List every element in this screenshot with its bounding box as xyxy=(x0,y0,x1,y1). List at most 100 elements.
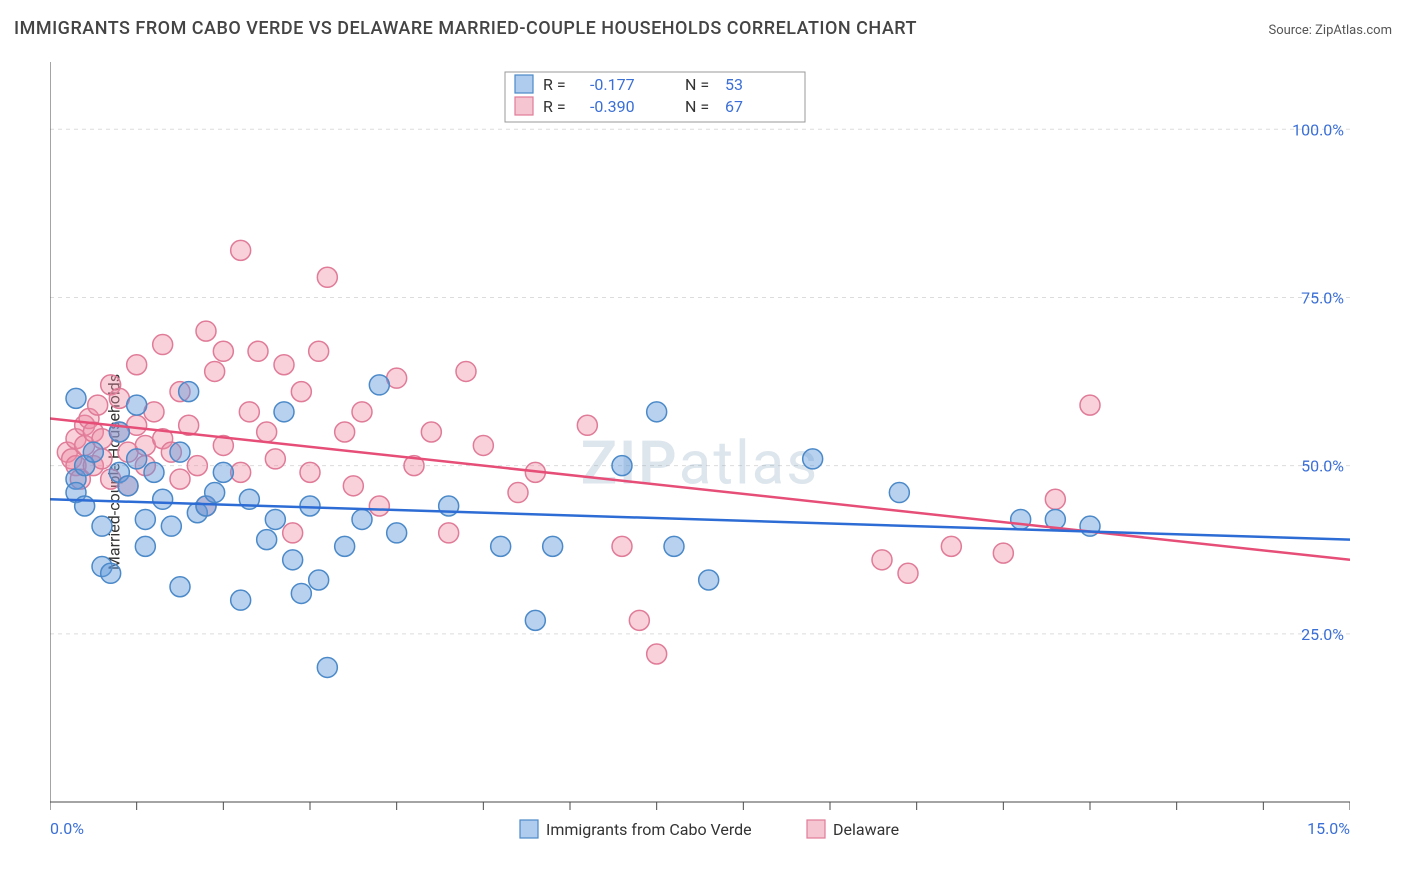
legend-n-value: 53 xyxy=(725,75,743,94)
scatter-point xyxy=(300,462,320,482)
scatter-point xyxy=(118,476,138,496)
scatter-point xyxy=(352,402,372,422)
scatter-point xyxy=(439,523,459,543)
scatter-point xyxy=(170,469,190,489)
legend-bottom-label: Immigrants from Cabo Verde xyxy=(546,820,752,839)
scatter-point xyxy=(335,536,355,556)
scatter-point xyxy=(213,462,233,482)
scatter-point xyxy=(309,570,329,590)
scatter-point xyxy=(205,361,225,381)
scatter-point xyxy=(144,462,164,482)
scatter-point xyxy=(1080,395,1100,415)
scatter-point xyxy=(127,449,147,469)
scatter-point xyxy=(161,516,181,536)
scatter-point xyxy=(889,483,909,503)
scatter-point xyxy=(196,321,216,341)
scatter-point xyxy=(343,476,363,496)
legend-r-label: R = xyxy=(543,97,566,116)
scatter-point xyxy=(309,341,329,361)
legend-bottom-label: Delaware xyxy=(833,820,899,839)
scatter-point xyxy=(1011,509,1031,529)
scatter-point xyxy=(92,516,112,536)
scatter-point xyxy=(231,590,251,610)
chart-container: Married-couple Households 25.0%50.0%75.0… xyxy=(0,52,1406,892)
scatter-point xyxy=(274,355,294,375)
scatter-point xyxy=(205,483,225,503)
plot-area: 25.0%50.0%75.0%100.0%ZIPatlas0.0%15.0%R … xyxy=(50,62,1350,832)
scatter-point xyxy=(153,335,173,355)
scatter-point xyxy=(265,509,285,529)
scatter-point xyxy=(941,536,961,556)
scatter-point xyxy=(1045,489,1065,509)
source-name: ZipAtlas.com xyxy=(1315,23,1392,38)
source-attribution: Source: ZipAtlas.com xyxy=(1268,23,1392,38)
scatter-point xyxy=(387,523,407,543)
legend-n-label: N = xyxy=(685,97,709,116)
legend-swatch xyxy=(515,97,533,115)
legend-swatch xyxy=(515,75,533,93)
y-tick-label: 75.0% xyxy=(1301,288,1344,307)
scatter-point xyxy=(127,355,147,375)
source-label: Source: xyxy=(1268,23,1315,38)
scatter-point xyxy=(993,543,1013,563)
scatter-point xyxy=(543,536,563,556)
legend-n-label: N = xyxy=(685,75,709,94)
scatter-point xyxy=(187,456,207,476)
scatter-point xyxy=(612,536,632,556)
scatter-point xyxy=(699,570,719,590)
scatter-point xyxy=(664,536,684,556)
scatter-point xyxy=(647,402,667,422)
y-tick-label: 50.0% xyxy=(1301,457,1344,476)
scatter-point xyxy=(213,341,233,361)
scatter-point xyxy=(239,402,259,422)
x-tick-label: 0.0% xyxy=(50,819,84,838)
scatter-point xyxy=(101,563,121,583)
scatter-point xyxy=(491,536,511,556)
legend-r-value: -0.390 xyxy=(590,97,635,116)
scatter-point xyxy=(647,644,667,664)
scatter-point xyxy=(612,456,632,476)
scatter-point xyxy=(317,657,337,677)
scatter-point xyxy=(231,240,251,260)
trend-line xyxy=(50,499,1350,539)
y-tick-label: 25.0% xyxy=(1301,625,1344,644)
scatter-point xyxy=(248,341,268,361)
scatter-point xyxy=(83,442,103,462)
scatter-point xyxy=(369,496,389,516)
legend-bottom-swatch xyxy=(520,820,538,838)
scatter-point xyxy=(153,489,173,509)
scatter-point xyxy=(135,509,155,529)
x-tick-label: 15.0% xyxy=(1307,819,1350,838)
scatter-point xyxy=(283,550,303,570)
scatter-point xyxy=(88,395,108,415)
scatter-point xyxy=(803,449,823,469)
scatter-point xyxy=(473,435,493,455)
scatter-point xyxy=(291,583,311,603)
scatter-point xyxy=(352,509,372,529)
scatter-point xyxy=(66,388,86,408)
scatter-point xyxy=(898,563,918,583)
scatter-point xyxy=(577,415,597,435)
scatter-point xyxy=(421,422,441,442)
header: IMMIGRANTS FROM CABO VERDE VS DELAWARE M… xyxy=(14,18,1392,39)
scatter-point xyxy=(127,395,147,415)
scatter-point xyxy=(257,530,277,550)
scatter-point xyxy=(170,577,190,597)
y-tick-label: 100.0% xyxy=(1292,120,1344,139)
scatter-point xyxy=(317,267,337,287)
scatter-point xyxy=(170,442,190,462)
scatter-point xyxy=(525,610,545,630)
scatter-point xyxy=(291,382,311,402)
legend-n-value: 67 xyxy=(725,97,743,116)
scatter-point xyxy=(629,610,649,630)
scatter-point xyxy=(872,550,892,570)
scatter-point xyxy=(257,422,277,442)
scatter-point xyxy=(283,523,303,543)
scatter-point xyxy=(135,536,155,556)
scatter-point xyxy=(335,422,355,442)
scatter-point xyxy=(508,483,528,503)
legend-bottom-swatch xyxy=(807,820,825,838)
scatter-point xyxy=(369,375,389,395)
scatter-svg: 25.0%50.0%75.0%100.0%ZIPatlas0.0%15.0%R … xyxy=(50,62,1350,872)
legend-r-label: R = xyxy=(543,75,566,94)
